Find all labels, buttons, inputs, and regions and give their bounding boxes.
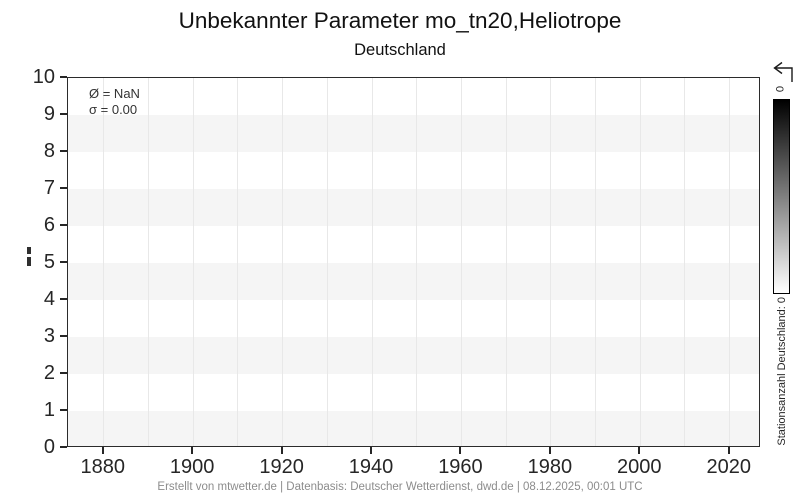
- vertical-gridline: [595, 78, 597, 446]
- x-axis-tick-label: 1960: [438, 456, 483, 478]
- y-axis-tick: [60, 372, 67, 374]
- y-axis-tick: [60, 335, 67, 337]
- plot-band-stripe: [68, 115, 759, 152]
- x-axis-tick: [727, 447, 730, 454]
- colorbar-gradient: [773, 99, 790, 294]
- y-axis-tick-label: 4: [43, 288, 55, 310]
- y-axis-tick-label: 6: [43, 214, 55, 236]
- plot-band-stripe: [68, 411, 759, 446]
- colorbar-axis-label: Stationsanzahl Deutschland: 0: [776, 297, 788, 446]
- y-axis-tick-label: 9: [43, 103, 55, 125]
- vertical-gridline: [639, 78, 641, 446]
- y-axis-tick: [60, 76, 67, 78]
- vertical-gridline: [282, 78, 284, 446]
- y-axis-tick-label: 8: [43, 140, 55, 162]
- y-axis-label-fragment: [27, 247, 31, 267]
- footer-credit: Erstellt von mtwetter.de | Datenbasis: D…: [157, 481, 643, 493]
- y-axis-tick-label: 3: [43, 325, 55, 347]
- vertical-gridline: [505, 78, 507, 446]
- vertical-gridline: [550, 78, 552, 446]
- vertical-gridline: [416, 78, 418, 446]
- plot-band-stripe: [68, 263, 759, 300]
- y-axis-tick: [60, 187, 67, 189]
- vertical-gridline: [103, 78, 105, 446]
- vertical-gridline: [147, 78, 149, 446]
- x-axis-tick: [459, 447, 462, 454]
- x-axis-tick: [638, 447, 641, 454]
- y-axis-tick: [60, 409, 67, 411]
- x-axis-tick-label: 1980: [527, 456, 573, 478]
- vertical-gridline: [371, 78, 373, 446]
- vertical-gridline: [729, 78, 731, 446]
- y-axis-tick-label: 7: [43, 177, 55, 199]
- chart-subtitle: Deutschland: [354, 41, 446, 59]
- vertical-gridline: [684, 78, 686, 446]
- y-axis-tick: [60, 298, 67, 300]
- x-axis-tick: [280, 447, 283, 454]
- x-axis-tick: [191, 447, 194, 454]
- x-axis-tick: [101, 447, 104, 454]
- y-axis-tick: [60, 150, 67, 152]
- plot-band-stripe: [68, 337, 759, 374]
- x-axis-tick-label: 1900: [169, 456, 215, 478]
- y-axis-tick-label: 10: [32, 66, 55, 88]
- x-axis-tick-label: 1920: [259, 456, 304, 478]
- y-axis-label-fragment-segment: [27, 247, 31, 254]
- y-axis-tick-label: 0: [43, 436, 55, 458]
- x-axis-tick-label: 2020: [706, 456, 751, 478]
- plot-band-stripe: [68, 189, 759, 226]
- y-axis-tick: [60, 113, 67, 115]
- vertical-gridline: [192, 78, 194, 446]
- vertical-gridline: [237, 78, 239, 446]
- sigma-annotation: σ = 0.00: [89, 101, 138, 117]
- x-axis-tick: [548, 447, 551, 454]
- y-axis-tick-label: 5: [43, 251, 55, 273]
- y-axis-tick-label: 2: [43, 362, 55, 384]
- y-axis-tick: [60, 446, 67, 448]
- x-axis-tick-label: 1940: [348, 456, 394, 478]
- stats-annotation: Ø = NaN σ = 0.00: [89, 86, 140, 117]
- plot-area: [67, 77, 760, 447]
- y-axis-tick: [60, 224, 67, 226]
- x-axis-tick: [370, 447, 373, 454]
- y-axis-tick-label: 1: [43, 399, 55, 421]
- y-axis-label-fragment-segment: [27, 257, 31, 266]
- chart-title: Unbekannter Parameter mo_tn20,Heliotrope: [178, 8, 622, 33]
- colorbar-top-tick-label: 0: [773, 85, 786, 93]
- y-axis-tick: [60, 261, 67, 263]
- vertical-gridline: [326, 78, 328, 446]
- x-axis-tick-label: 2000: [617, 456, 662, 478]
- vertical-gridline: [460, 78, 462, 446]
- arrow-left-icon: [773, 61, 793, 82]
- mean-annotation: Ø = NaN: [89, 86, 140, 101]
- x-axis-tick-label: 1880: [80, 456, 126, 478]
